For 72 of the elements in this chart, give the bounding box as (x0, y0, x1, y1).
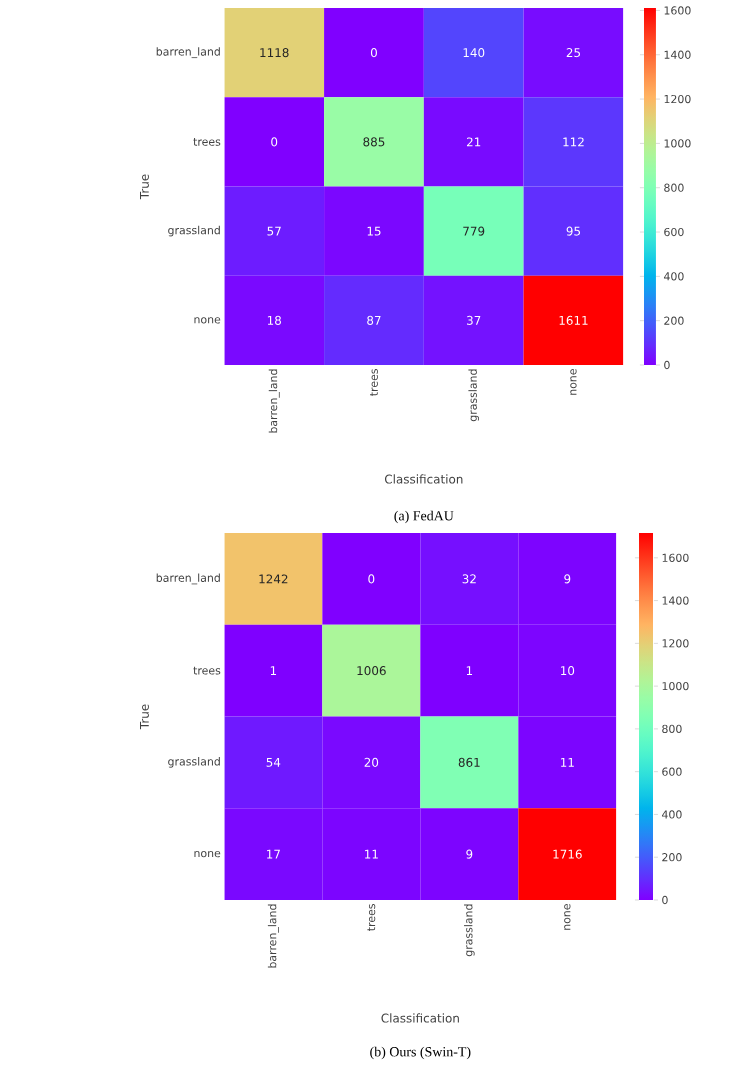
x-tick-label: none (564, 904, 571, 930)
x-tick-label: barren_land (268, 369, 280, 433)
x-tick-label: grassland (468, 369, 479, 422)
data-label: 1611 (559, 315, 588, 325)
data-label: 140 (463, 48, 485, 58)
color-bar-label: 1400 (664, 50, 691, 59)
y-tick-label: barren_land (156, 47, 220, 59)
data-label: 11 (364, 849, 378, 859)
data-label: 57 (267, 226, 281, 236)
data-label: 112 (563, 137, 584, 147)
x-tick-label: grassland (463, 904, 475, 957)
x-tick-label: barren_land (267, 904, 279, 968)
color-bar-label: 800 (664, 183, 684, 192)
y-tick-label: trees (193, 666, 221, 675)
y-tick-label: none (194, 317, 221, 324)
color-bar-label: 400 (661, 810, 682, 819)
data-label: 11 (560, 758, 574, 767)
color-bar-label: 1200 (662, 639, 689, 648)
data-label: 1 (270, 666, 276, 675)
color-bar-label: 1000 (662, 681, 689, 691)
data-label: 0 (368, 574, 375, 584)
data-label: 779 (463, 226, 485, 236)
y-axis-title: True (139, 174, 149, 200)
color-bar-label: 0 (662, 895, 668, 905)
color-bar-label: 600 (662, 767, 682, 776)
y-axis-title: True (139, 704, 149, 730)
data-label: 25 (566, 48, 580, 58)
color-bar-label: 1000 (664, 139, 691, 148)
color-bar-label: 200 (664, 316, 684, 325)
data-label: 21 (466, 137, 481, 147)
color-bar-label: 0 (664, 360, 670, 370)
color-bar-label: 1600 (662, 553, 689, 562)
data-label: 18 (267, 315, 281, 325)
data-label: 9 (466, 849, 473, 859)
x-axis-title: Classification (384, 474, 463, 484)
y-tick-label: barren_land (156, 573, 220, 585)
color-bar-label: 1200 (664, 94, 691, 104)
x-tick-label: trees (367, 904, 376, 931)
x-tick-label: none (570, 369, 577, 395)
color-bar-label: 200 (662, 853, 682, 862)
color-bar-label: 800 (662, 724, 682, 734)
data-label: 32 (462, 574, 476, 584)
data-label: 15 (367, 226, 381, 236)
data-label: 20 (364, 757, 378, 767)
data-label: 1242 (259, 574, 288, 584)
data-label: 87 (367, 315, 381, 325)
x-tick-label: trees (369, 369, 378, 396)
data-label: 9 (564, 574, 571, 584)
data-label: 1 (466, 666, 472, 675)
color-bar-label: 1400 (662, 596, 689, 605)
x-axis-title: Classification (381, 1013, 459, 1023)
text: (b) Ours (Swin-T) (370, 1046, 471, 1060)
data-label: 37 (466, 315, 481, 325)
data-label: 1118 (260, 48, 289, 58)
data-label: 861 (458, 757, 480, 767)
y-tick-label: grassland (168, 225, 220, 237)
color-bar-label: 1600 (664, 6, 691, 15)
data-label: 885 (363, 137, 385, 147)
y-tick-label: trees (193, 137, 221, 146)
data-label: 54 (266, 757, 281, 767)
data-label: 10 (560, 666, 574, 676)
data-label: 1716 (553, 849, 582, 859)
text: (a) FedAU (394, 510, 454, 524)
y-tick-label: none (194, 850, 221, 858)
color-bar-label: 600 (664, 227, 684, 237)
y-tick-label: grassland (168, 757, 220, 768)
data-label: 1006 (357, 666, 386, 676)
data-label: 95 (566, 226, 580, 236)
data-label: 0 (370, 48, 377, 58)
data-label: 17 (266, 849, 280, 859)
data-label: 0 (271, 137, 278, 147)
color-bar-label: 400 (663, 272, 684, 281)
